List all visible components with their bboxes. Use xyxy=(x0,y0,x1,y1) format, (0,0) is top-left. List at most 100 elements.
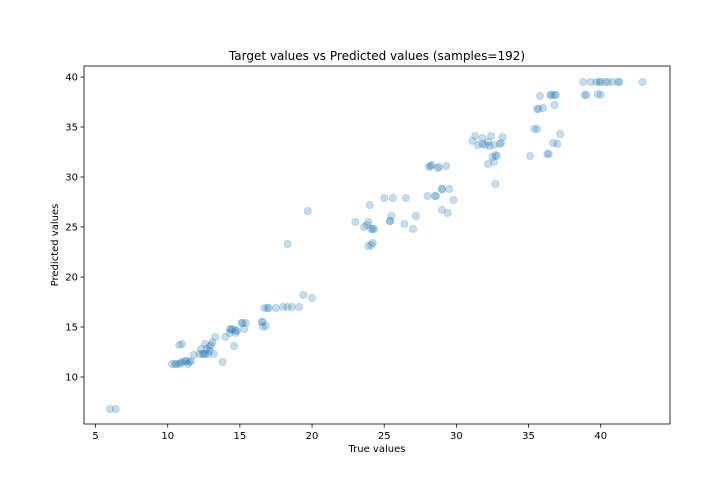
data-point xyxy=(530,125,539,134)
data-point xyxy=(495,139,504,148)
data-point xyxy=(368,224,377,233)
data-point xyxy=(360,222,369,231)
data-point xyxy=(287,302,296,311)
data-point xyxy=(388,193,397,202)
data-point xyxy=(538,104,547,113)
data-point xyxy=(204,349,213,358)
data-point xyxy=(596,78,605,87)
data-point xyxy=(182,356,191,365)
data-point xyxy=(351,217,360,226)
data-point xyxy=(525,151,534,160)
data-point xyxy=(437,184,446,193)
data-point xyxy=(435,162,444,171)
data-point xyxy=(543,149,552,158)
data-point xyxy=(258,317,267,326)
data-point xyxy=(279,302,288,311)
data-point xyxy=(367,224,376,233)
data-point xyxy=(232,326,241,335)
data-point xyxy=(258,322,267,331)
data-point xyxy=(424,162,433,171)
data-point xyxy=(478,133,487,142)
data-point xyxy=(445,184,454,193)
data-point xyxy=(544,149,553,158)
data-point xyxy=(308,293,317,302)
data-point xyxy=(489,140,498,149)
x-tick-label: 20 xyxy=(306,431,319,442)
data-point xyxy=(260,303,269,312)
data-point xyxy=(183,359,192,368)
data-point xyxy=(370,224,379,233)
data-point xyxy=(427,160,436,169)
x-tick-label: 5 xyxy=(92,431,98,442)
data-point xyxy=(283,302,292,311)
data-point xyxy=(468,136,477,145)
data-point xyxy=(400,219,409,228)
data-point xyxy=(195,349,204,358)
data-point xyxy=(257,317,266,326)
data-point xyxy=(426,161,435,170)
data-point xyxy=(489,157,498,166)
data-point xyxy=(175,359,184,368)
data-point xyxy=(211,332,220,341)
data-point xyxy=(299,290,308,299)
data-point xyxy=(579,78,588,87)
data-point xyxy=(437,205,446,214)
data-point xyxy=(549,138,558,147)
data-point xyxy=(533,105,542,114)
data-point xyxy=(478,139,487,148)
data-point xyxy=(198,349,207,358)
data-point xyxy=(196,344,205,353)
data-point xyxy=(218,357,227,366)
data-point xyxy=(387,211,396,220)
x-axis-ticks: 5 10 15 20 25 30 35 40 xyxy=(92,424,607,442)
data-point xyxy=(365,200,374,209)
data-point xyxy=(231,328,240,337)
data-point xyxy=(484,159,493,168)
data-point xyxy=(595,78,604,87)
data-point xyxy=(533,125,542,134)
data-point xyxy=(485,141,494,150)
data-point xyxy=(368,238,377,247)
data-point xyxy=(491,150,500,159)
data-point xyxy=(492,151,501,160)
data-points xyxy=(105,78,647,413)
data-point xyxy=(556,129,565,138)
data-point xyxy=(536,92,545,101)
data-point xyxy=(550,101,559,110)
data-point xyxy=(592,78,601,87)
data-point xyxy=(205,342,214,351)
data-point xyxy=(264,303,273,312)
data-point xyxy=(227,325,236,334)
chart-title: Target values vs Predicted values (sampl… xyxy=(228,49,525,63)
data-point xyxy=(498,132,507,141)
data-point xyxy=(430,191,439,200)
data-point xyxy=(208,337,217,346)
data-point xyxy=(176,358,185,367)
data-point xyxy=(303,206,312,215)
data-point xyxy=(168,359,177,368)
data-point xyxy=(230,341,239,350)
data-point xyxy=(228,324,237,333)
data-point xyxy=(238,318,247,327)
data-point xyxy=(615,78,624,87)
data-point xyxy=(385,216,394,225)
data-point xyxy=(638,78,647,87)
data-point xyxy=(201,339,210,348)
data-point xyxy=(241,318,250,327)
data-point xyxy=(170,359,179,368)
data-point xyxy=(385,216,394,225)
data-point xyxy=(111,404,120,413)
y-tick-label: 25 xyxy=(65,223,78,234)
data-point xyxy=(207,340,216,349)
data-point xyxy=(593,90,602,99)
data-point xyxy=(175,340,184,349)
data-point xyxy=(178,339,187,348)
data-point xyxy=(178,357,187,366)
data-point xyxy=(484,137,493,146)
data-point xyxy=(433,163,442,172)
data-point xyxy=(553,139,562,148)
data-point xyxy=(231,325,240,334)
x-tick-label: 30 xyxy=(450,431,463,442)
data-point xyxy=(237,318,246,327)
